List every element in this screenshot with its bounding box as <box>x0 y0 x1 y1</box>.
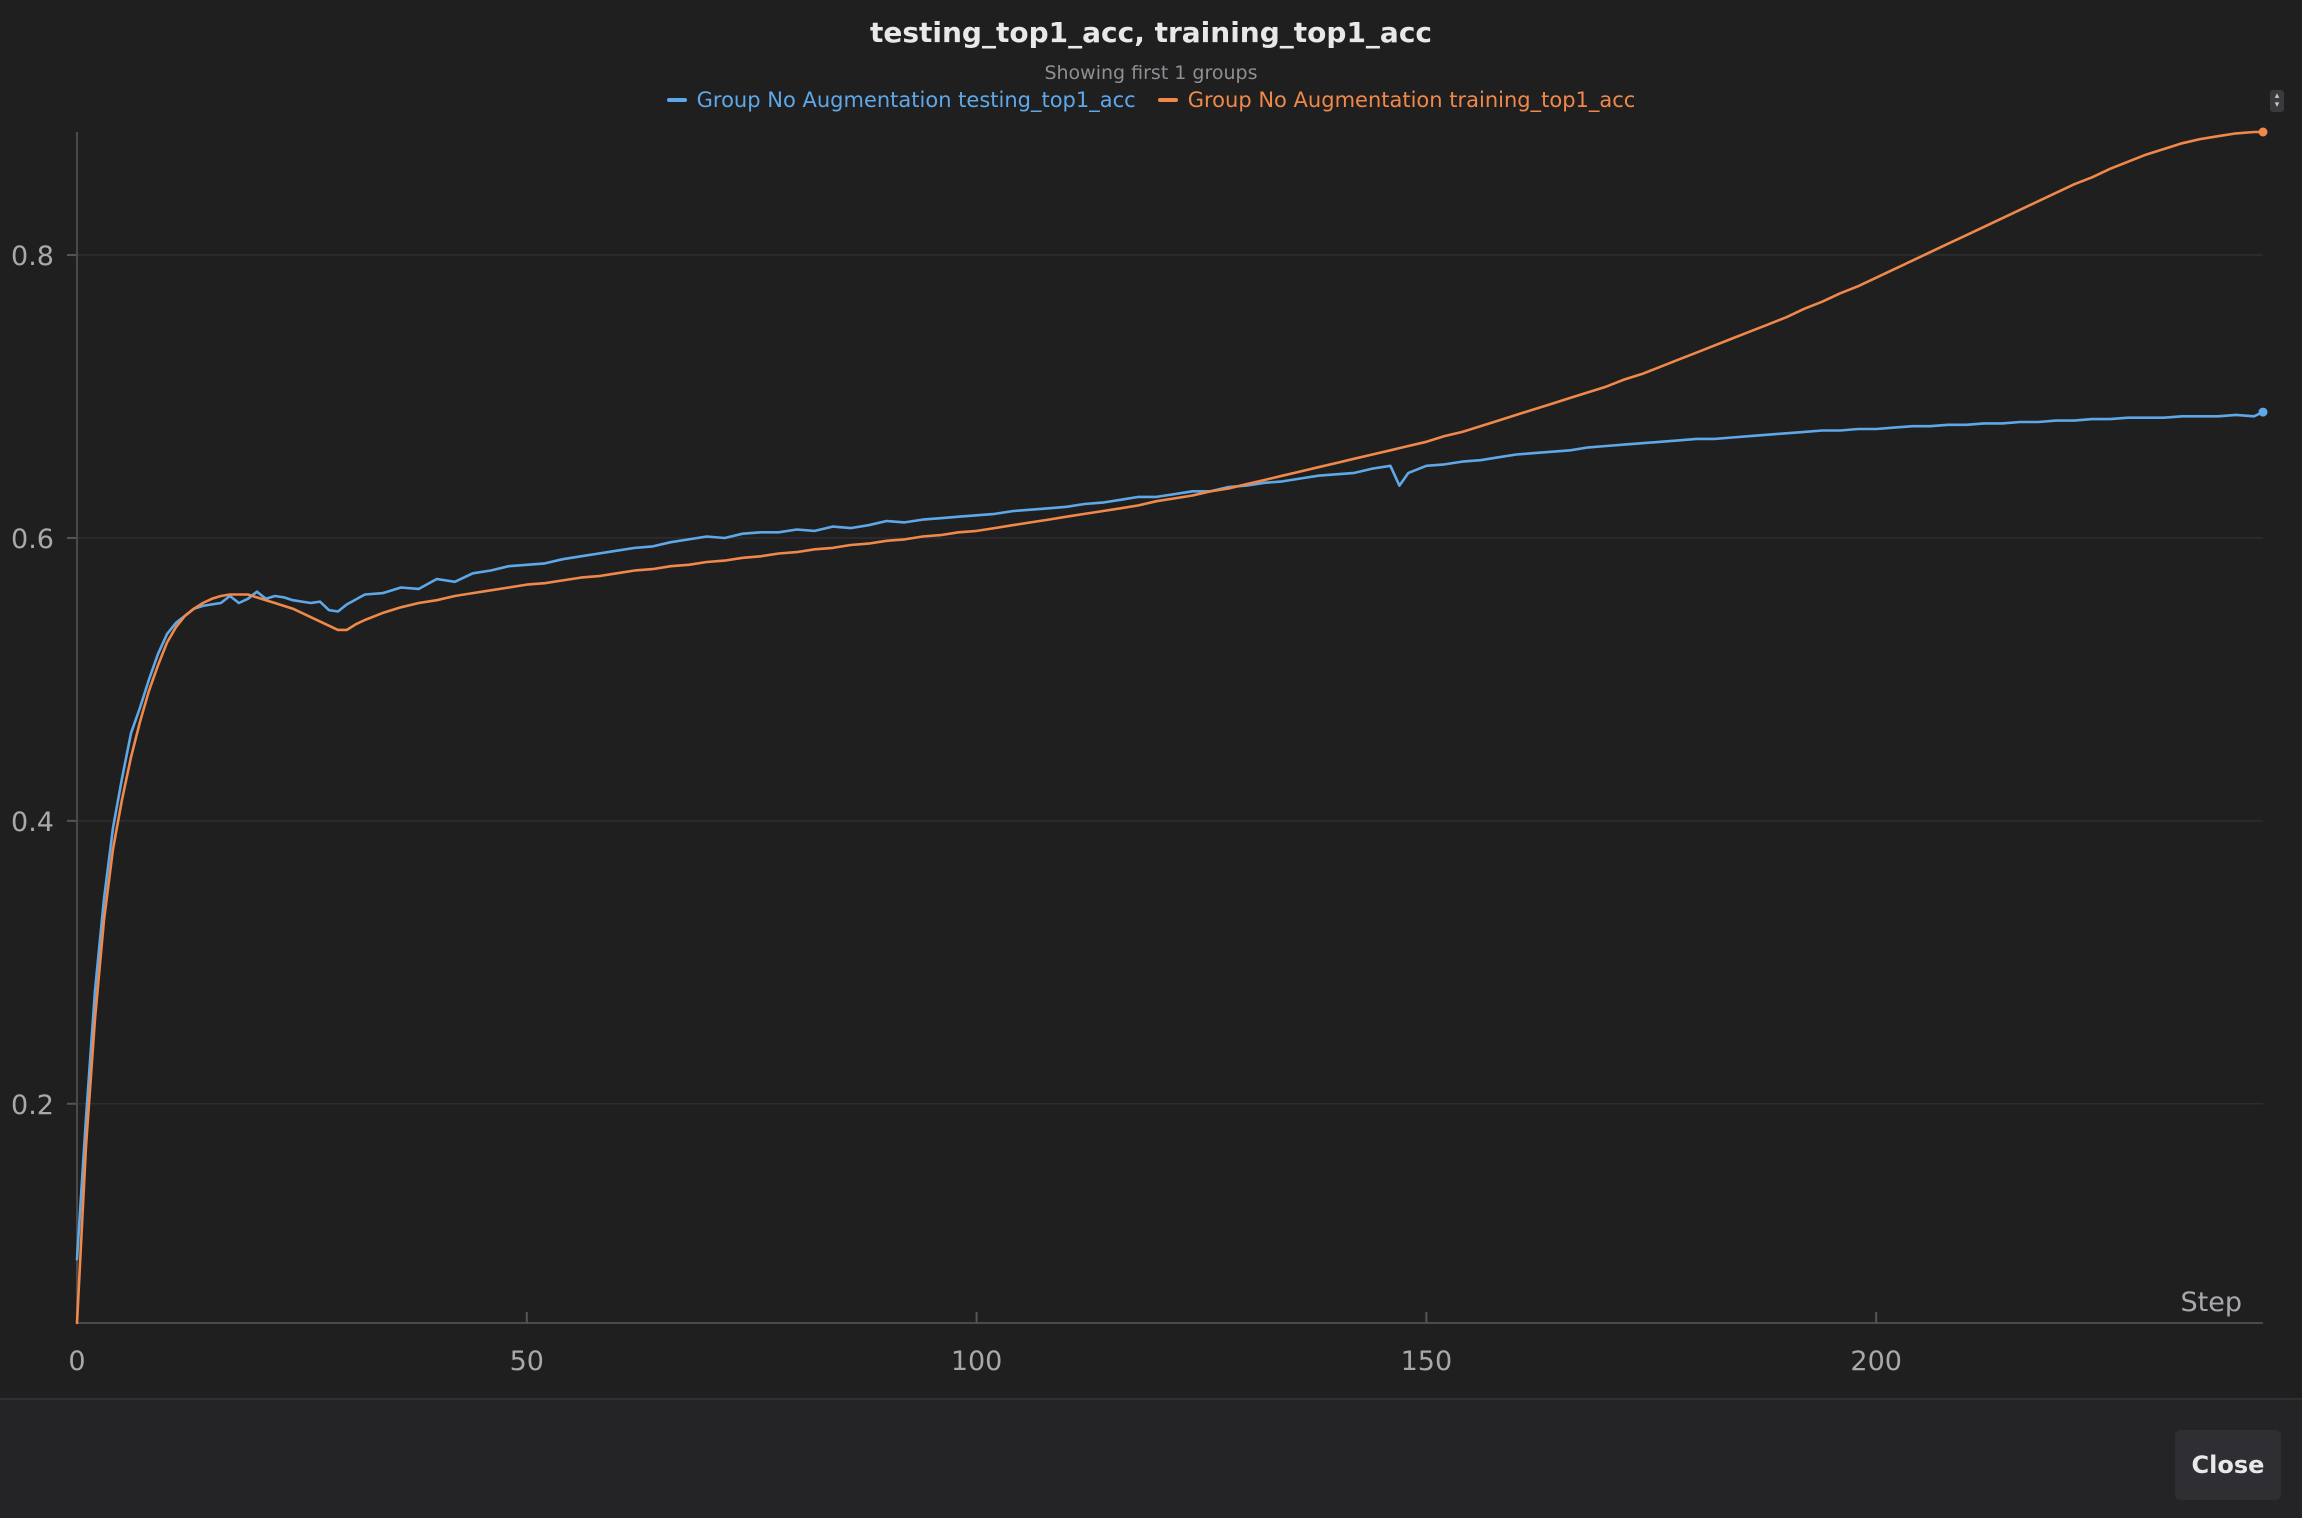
legend-swatch-testing <box>666 98 687 102</box>
series-line-training[interactable] <box>75 130 2265 1325</box>
x-tick-label: 50 <box>510 1346 544 1377</box>
y-tick-label: 0.2 <box>11 1090 54 1121</box>
grid-lines <box>77 254 2263 1105</box>
plot-area: 0.2 0.4 0.6 0.8 0 50 100 150 200 Step <box>11 127 2268 1377</box>
series-end-marker <box>2258 407 2268 417</box>
series-end-marker <box>2258 127 2268 137</box>
legend-scroll-icon[interactable]: ▴ ▾ <box>2270 90 2284 112</box>
legend-label-testing: Group No Augmentation testing_top1_acc <box>696 88 1136 112</box>
y-tick-label: 0.6 <box>11 524 54 555</box>
close-button[interactable]: Close <box>2175 1430 2281 1500</box>
y-tick-label: 0.4 <box>11 807 54 838</box>
chart-subtitle: Showing first 1 groups <box>1044 62 1258 84</box>
x-axis-label: Step <box>2181 1287 2242 1318</box>
legend-swatch-training <box>1157 98 1178 102</box>
axes: 0.2 0.4 0.6 0.8 0 50 100 150 200 <box>11 132 2263 1377</box>
x-tick-label: 200 <box>1850 1346 1902 1377</box>
legend-label-training: Group No Augmentation training_top1_acc <box>1187 88 1636 112</box>
x-tick-label: 0 <box>68 1346 85 1377</box>
y-tick-label: 0.8 <box>11 241 54 272</box>
footer-bar: Close <box>0 1398 2302 1518</box>
series-lines <box>75 127 2268 1325</box>
legend-item-training[interactable]: Group No Augmentation training_top1_acc <box>1157 88 1636 112</box>
series-line-testing[interactable] <box>75 410 2265 1261</box>
x-tick-label: 100 <box>951 1346 1003 1377</box>
x-tick-label: 150 <box>1401 1346 1453 1377</box>
chart-title: testing_top1_acc, training_top1_acc <box>869 16 1433 49</box>
legend-item-testing[interactable]: Group No Augmentation testing_top1_acc <box>666 88 1136 112</box>
chart-legend: Group No Augmentation testing_top1_acc G… <box>0 88 2302 112</box>
